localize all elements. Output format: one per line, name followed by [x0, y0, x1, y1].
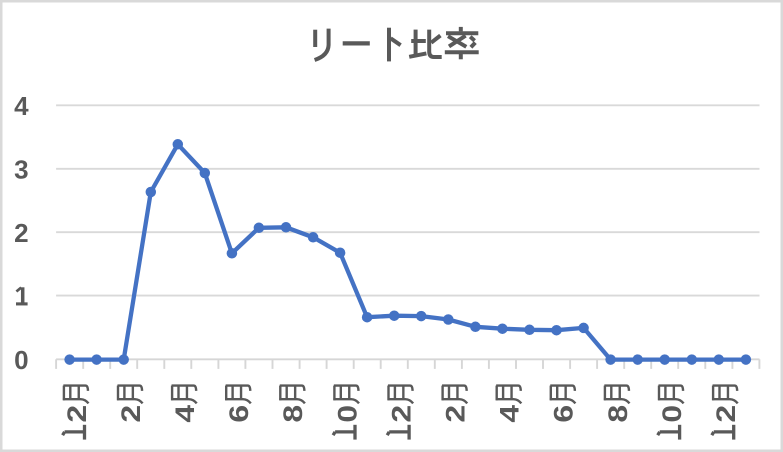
- svg-text:2: 2: [14, 218, 28, 248]
- svg-text:0: 0: [14, 345, 28, 375]
- svg-text:3: 3: [14, 155, 28, 185]
- svg-text:8: 8: [603, 405, 633, 423]
- svg-text:0: 0: [657, 405, 687, 423]
- svg-text:4: 4: [170, 404, 200, 422]
- svg-text:8: 8: [278, 405, 308, 423]
- svg-text:6: 6: [224, 405, 254, 423]
- svg-text:4: 4: [495, 404, 525, 422]
- svg-text:2: 2: [387, 405, 417, 423]
- svg-text:2: 2: [441, 405, 471, 423]
- svg-text:2: 2: [62, 405, 92, 423]
- svg-text:4: 4: [14, 91, 29, 121]
- svg-text:6: 6: [549, 405, 579, 423]
- svg-text:0: 0: [333, 405, 363, 423]
- svg-text:2: 2: [711, 405, 741, 423]
- svg-text:2: 2: [116, 405, 146, 423]
